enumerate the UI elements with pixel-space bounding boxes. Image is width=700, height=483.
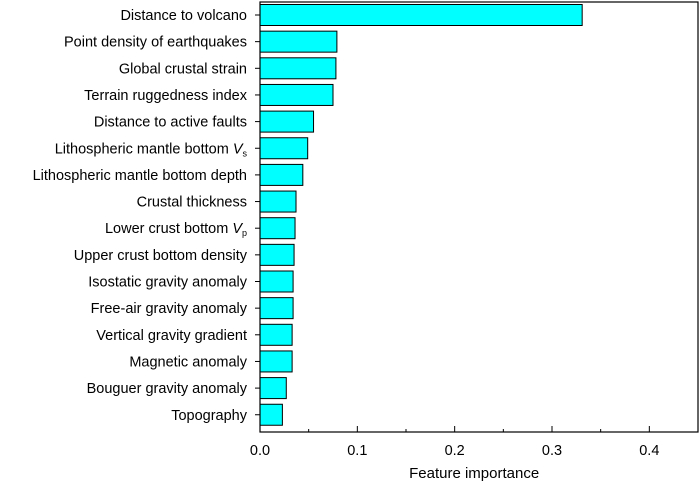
category-label: Distance to volcano: [120, 8, 247, 24]
bar: [259, 137, 309, 160]
bar: [259, 243, 295, 266]
category-labels-group: Distance to volcano Point density of eart…: [33, 8, 248, 424]
bar: [259, 350, 293, 373]
bar: [259, 403, 283, 426]
x-tick-label: 0.4: [639, 443, 659, 459]
category-label: Lower crust bottom Vp: [105, 221, 247, 238]
bar: [259, 217, 296, 240]
category-label: Terrain ruggedness index: [84, 88, 248, 104]
category-label: Global crustal strain: [119, 61, 247, 77]
bar: [259, 57, 337, 80]
x-tick-label: 0.2: [445, 443, 465, 459]
bar: [259, 323, 293, 346]
x-axis-label: Feature importance: [409, 465, 539, 482]
bars-group: [259, 4, 583, 426]
category-label: Isostatic gravity anomaly: [88, 275, 248, 291]
x-tick-label: 0.1: [347, 443, 367, 459]
bar: [259, 30, 338, 53]
bar: [259, 190, 297, 213]
category-label: Bouguer gravity anomaly: [87, 381, 248, 397]
category-label: Topography: [171, 408, 248, 424]
bar: [259, 110, 315, 133]
category-label: Distance to active faults: [94, 115, 247, 131]
category-label: Lithospheric mantle bottom Vs: [55, 141, 248, 158]
bar: [259, 163, 304, 186]
bar: [259, 297, 294, 320]
category-label: Upper crust bottom density: [74, 248, 248, 264]
category-label: Vertical gravity gradient: [96, 328, 247, 344]
category-label: Lithospheric mantle bottom depth: [33, 168, 247, 184]
bar: [259, 83, 334, 106]
category-label: Crustal thickness: [137, 195, 247, 211]
bar: [259, 270, 294, 293]
category-label: Magnetic anomaly: [129, 354, 247, 370]
category-label: Free-air gravity anomaly: [91, 301, 248, 317]
bar: [259, 377, 287, 400]
x-tick-label: 0.3: [542, 443, 562, 459]
bar: [259, 4, 583, 26]
x-tick-label: 0.0: [250, 443, 270, 459]
category-label: Point density of earthquakes: [64, 35, 247, 51]
axes-group: 0.0 0.1 0.2 0.3 0.4: [250, 1, 699, 459]
plot-frame: [259, 1, 699, 433]
